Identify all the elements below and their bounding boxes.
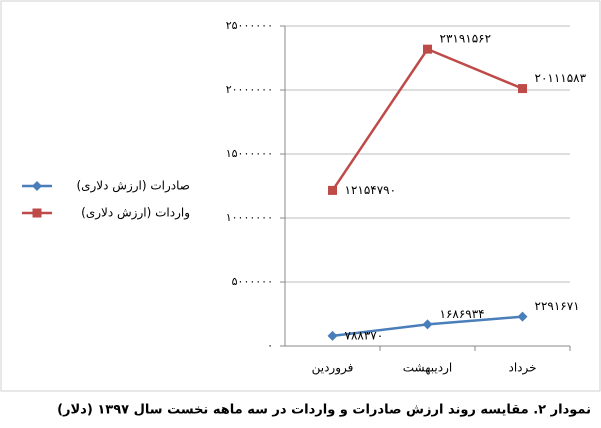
legend-label: صادرات (ارزش دلاری) — [76, 179, 190, 194]
x-tick-label: خرداد — [508, 361, 536, 376]
point — [328, 185, 337, 195]
legend-label: واردات (ارزش دلاری) — [81, 206, 190, 221]
point — [327, 330, 338, 341]
point — [518, 84, 527, 94]
data-label: ۲۲۹۱۶۷۱ — [535, 299, 580, 313]
data-label: ۱۶۸۶۹۳۴ — [440, 307, 485, 321]
chart-frame — [0, 0, 601, 392]
point — [422, 319, 433, 330]
legend-marker — [32, 181, 42, 191]
point — [517, 311, 528, 322]
y-tick-label: ۰ — [267, 339, 273, 352]
data-label: ۲۰۱۱۱۵۸۳ — [535, 71, 587, 85]
y-tick-label: ۵۰۰۰۰۰۰ — [232, 275, 273, 288]
data-label: ۱۲۱۵۴۷۹۰ — [345, 183, 397, 197]
caption: نمودار ۲. مقایسه روند ارزش صادرات و وارد… — [57, 403, 591, 418]
y-tick-label: ۱۵۰۰۰۰۰۰ — [226, 147, 273, 160]
data-label: ۷۸۸۳۷۰ — [345, 328, 384, 342]
data-label: ۲۳۱۹۱۵۶۲ — [440, 32, 492, 46]
x-tick-label: اردیبهشت — [403, 361, 452, 376]
x-tick-label: فروردین — [312, 361, 354, 376]
y-tick-label: ۲۰۰۰۰۰۰۰ — [226, 83, 273, 96]
point — [423, 44, 432, 54]
legend-marker — [32, 208, 42, 218]
y-tick-label: ۲۵۰۰۰۰۰۰ — [226, 19, 273, 32]
y-tick-label: ۱۰۰۰۰۰۰۰ — [226, 211, 273, 224]
